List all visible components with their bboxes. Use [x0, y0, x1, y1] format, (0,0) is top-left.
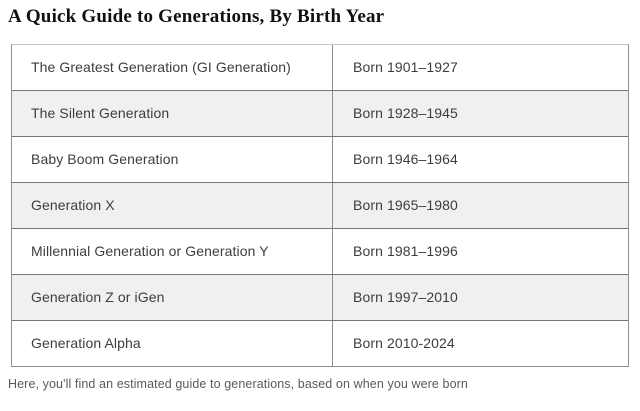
table-row: Generation Z or iGen Born 1997–2010	[12, 274, 628, 321]
footer-note: Here, you'll find an estimated guide to …	[8, 376, 468, 391]
page-title: A Quick Guide to Generations, By Birth Y…	[8, 6, 385, 27]
birth-year-cell: Born 1946–1964	[353, 151, 458, 168]
table-row: Baby Boom Generation Born 1946–1964	[12, 136, 628, 183]
table-row: The Silent Generation Born 1928–1945	[12, 90, 628, 137]
birth-year-cell: Born 1928–1945	[353, 105, 458, 122]
generations-table: The Greatest Generation (GI Generation) …	[11, 43, 629, 367]
generation-cell: Generation X	[12, 182, 333, 228]
table-row: The Greatest Generation (GI Generation) …	[12, 44, 628, 91]
birth-year-cell: Born 1997–2010	[353, 289, 458, 306]
generation-cell: The Greatest Generation (GI Generation)	[12, 44, 333, 90]
generation-cell: Millennial Generation or Generation Y	[12, 228, 333, 274]
table-row: Millennial Generation or Generation Y Bo…	[12, 228, 628, 275]
birth-year-cell: Born 2010-2024	[353, 335, 455, 352]
birth-year-cell: Born 1965–1980	[353, 197, 458, 214]
table-row: Generation X Born 1965–1980	[12, 182, 628, 229]
generation-cell: Generation Z or iGen	[12, 274, 333, 320]
birth-year-cell: Born 1901–1927	[353, 59, 458, 76]
generation-cell: The Silent Generation	[12, 90, 333, 136]
table-row: Generation Alpha Born 2010-2024	[12, 320, 628, 366]
generation-cell: Baby Boom Generation	[12, 136, 333, 182]
generation-cell: Generation Alpha	[12, 320, 333, 366]
birth-year-cell: Born 1981–1996	[353, 243, 458, 260]
